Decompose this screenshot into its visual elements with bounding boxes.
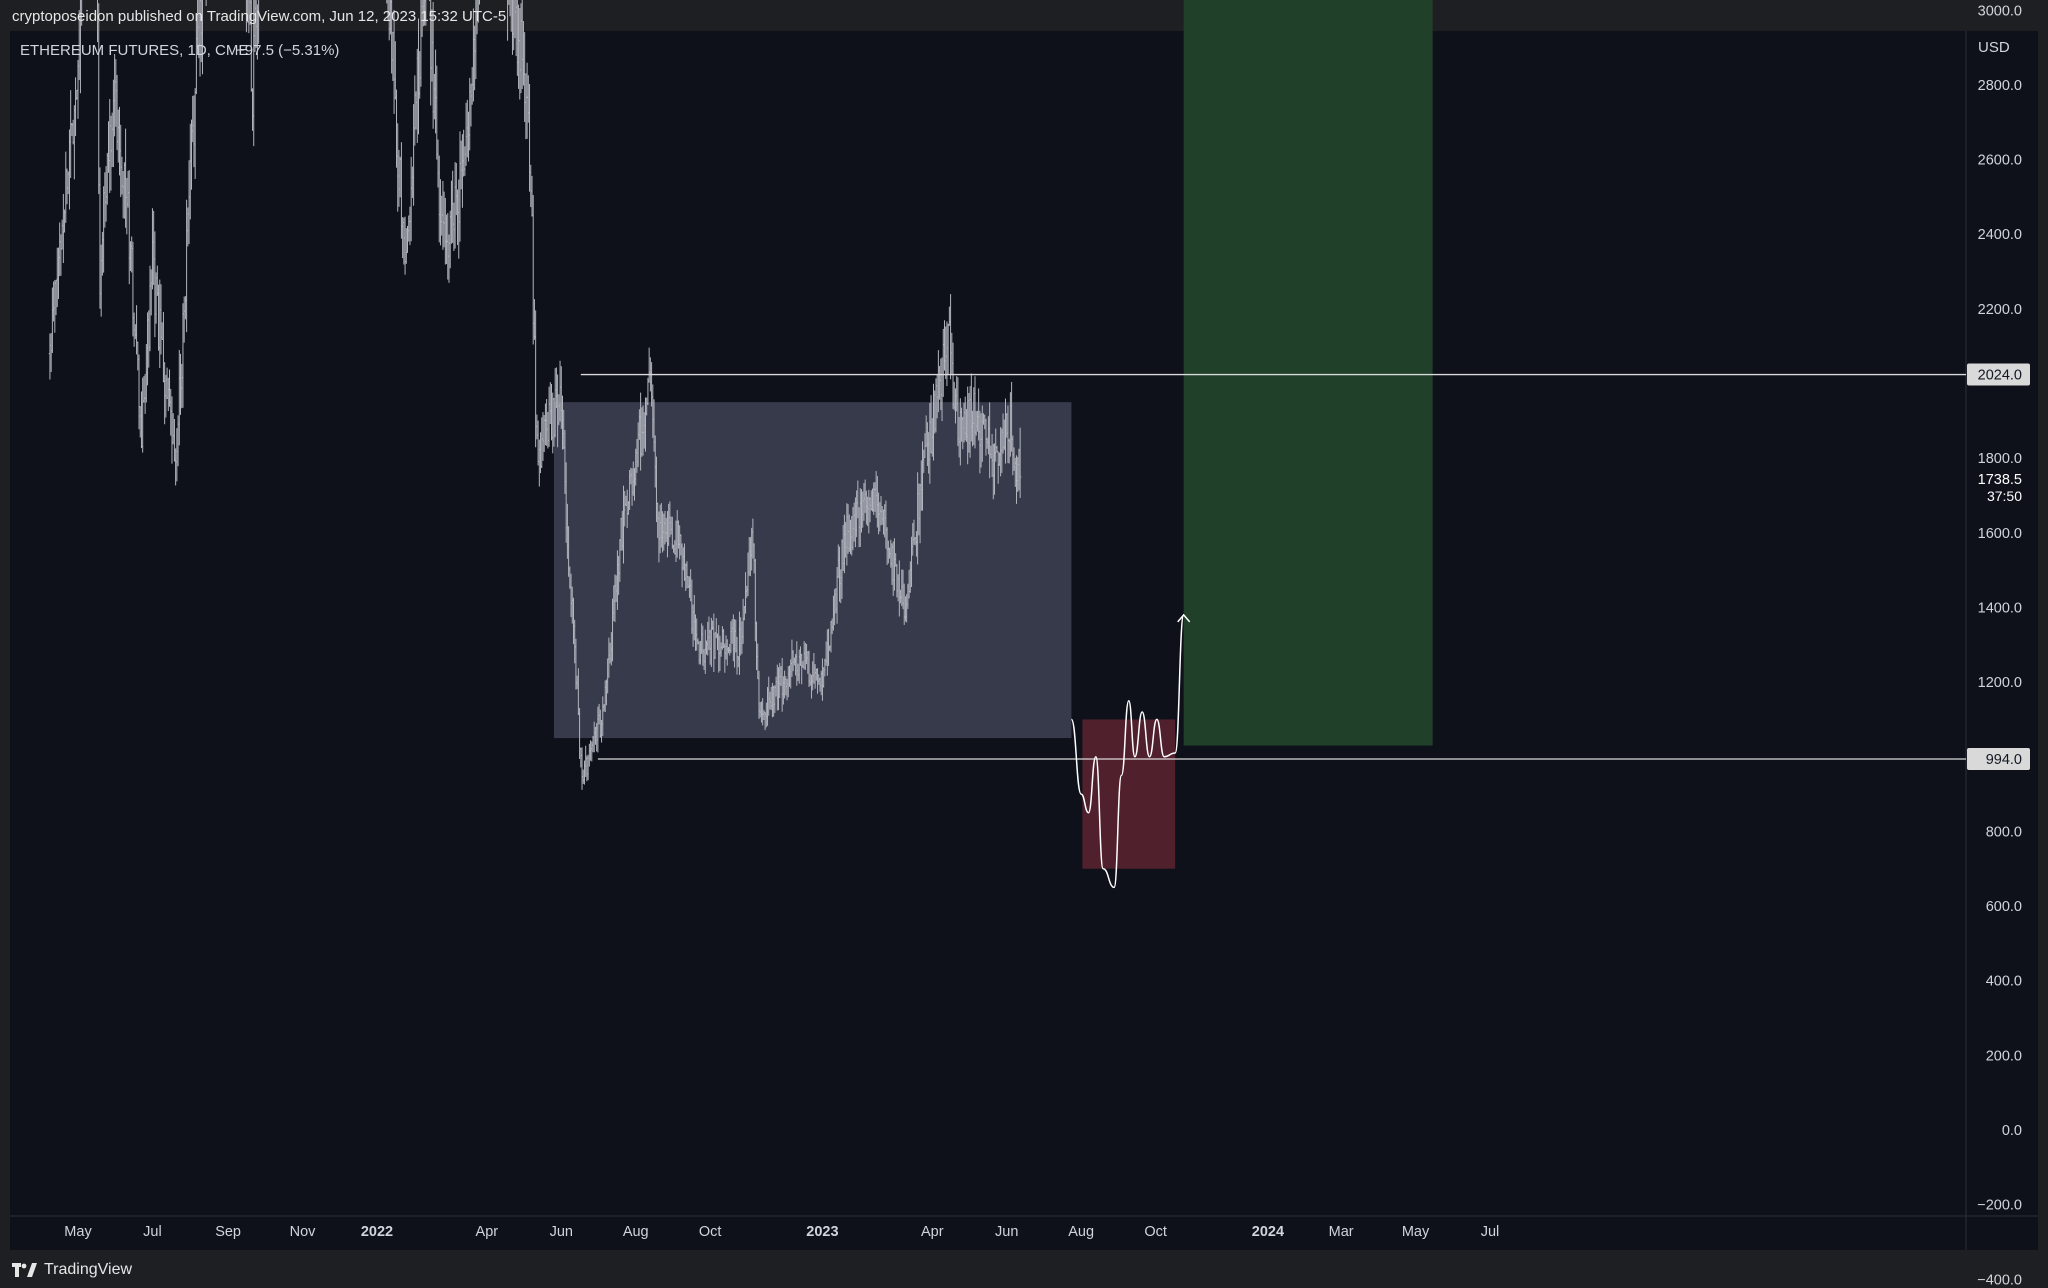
time-tick-label: Jun xyxy=(550,1224,573,1240)
ohlc-candles xyxy=(48,0,1022,790)
projection-path xyxy=(1070,614,1185,889)
time-tick-label: Aug xyxy=(623,1224,649,1240)
time-tick-label: Sep xyxy=(215,1224,241,1240)
time-tick-label: 2022 xyxy=(361,1224,393,1240)
price-tick-label: 2200.0 xyxy=(1978,302,2022,318)
time-tick-label: 2023 xyxy=(806,1224,838,1240)
time-tick-label: Jun xyxy=(995,1224,1018,1240)
time-tick-label: Apr xyxy=(921,1224,944,1240)
currency-label: USD xyxy=(1978,39,2010,56)
time-tick-label: May xyxy=(1402,1224,1430,1240)
price-tick-label: 600.0 xyxy=(1986,899,2022,915)
time-tick-label: Aug xyxy=(1068,1224,1094,1240)
price-tick-label: 400.0 xyxy=(1986,974,2022,990)
price-tick-label: 1800.0 xyxy=(1978,451,2022,467)
resistance-price-marker-box xyxy=(1967,363,2030,386)
time-tick-label: Oct xyxy=(1144,1224,1167,1240)
last-price-marker-box xyxy=(1967,467,2030,510)
time-tick-label: Oct xyxy=(699,1224,722,1240)
support-price-marker-label: 994.0 xyxy=(1986,752,2022,768)
price-axis-background xyxy=(1966,31,2038,1250)
price-tick-label: −400.0 xyxy=(1977,1272,2022,1288)
price-tick-label: 2400.0 xyxy=(1978,227,2022,243)
footer-brand: TradingView xyxy=(44,1261,133,1278)
time-tick-label: Mar xyxy=(1329,1224,1354,1240)
price-tick-label: 200.0 xyxy=(1986,1048,2022,1064)
time-axis[interactable]: May Jul Sep Nov 2022 Apr Jun Aug Oct 2023 Apr Jun Au… xyxy=(64,1224,1499,1240)
price-tick-label: 1200.0 xyxy=(1978,675,2022,691)
published-text: cryptoposeidon published on TradingView.… xyxy=(12,8,507,25)
price-tick-label: 3000.0 xyxy=(1978,3,2022,19)
resistance-price-marker-label: 2024.0 xyxy=(1978,368,2022,384)
price-tick-label: 0.0 xyxy=(2002,1123,2022,1139)
bar-countdown-label: 37:50 xyxy=(1987,488,2022,504)
price-tick-label: 800.0 xyxy=(1986,824,2022,840)
price-tick-label: −200.0 xyxy=(1977,1198,2022,1214)
price-tick-label: 2800.0 xyxy=(1978,78,2022,94)
take-profit-box xyxy=(1183,0,1433,746)
last-price-label: 1738.5 xyxy=(1978,472,2022,488)
time-tick-label: Jul xyxy=(143,1224,162,1240)
support-price-marker-box xyxy=(1967,747,2030,770)
legend-symbol: ETHEREUM FUTURES, 1D, CME xyxy=(20,42,248,59)
price-axis[interactable]: 5600.05400.05200.05000.04800.04600.04400… xyxy=(1977,0,2022,1288)
price-tick-label: 1600.0 xyxy=(1978,526,2022,542)
footer: TradingView xyxy=(0,1252,2048,1288)
publication-header: cryptoposeidon published on TradingView.… xyxy=(0,0,2048,34)
price-markers: 2024.0 994.0 1738.537:50 xyxy=(1967,363,2030,770)
tradingview-logo[interactable]: TradingView xyxy=(12,1261,132,1279)
projection-arrow-icon xyxy=(1177,613,1191,623)
drawing-lines xyxy=(580,373,1966,889)
time-tick-label: Jul xyxy=(1481,1224,1500,1240)
price-tick-label: 2600.0 xyxy=(1978,153,2022,169)
price-tick-label: 1400.0 xyxy=(1978,600,2022,616)
time-tick-label: 2024 xyxy=(1252,1224,1284,1240)
legend-change: −97.5 (−5.31%) xyxy=(236,42,339,59)
stop-loss-box xyxy=(1082,719,1176,869)
time-tick-label: Nov xyxy=(290,1224,317,1240)
time-tick-label: May xyxy=(64,1224,92,1240)
time-tick-label: Apr xyxy=(476,1224,499,1240)
tradingview-logo-icon xyxy=(12,1263,37,1277)
